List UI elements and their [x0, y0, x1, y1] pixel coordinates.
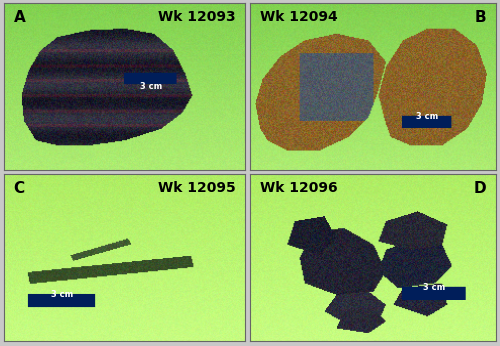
Text: Wk 12093: Wk 12093	[158, 10, 236, 24]
Text: 3 cm: 3 cm	[416, 112, 438, 121]
Text: Wk 12094: Wk 12094	[260, 10, 338, 24]
Text: D: D	[474, 181, 486, 196]
Text: 3 cm: 3 cm	[50, 290, 73, 299]
Text: Wk 12096: Wk 12096	[260, 181, 338, 195]
Text: B: B	[474, 10, 486, 25]
Text: 3 cm: 3 cm	[424, 283, 446, 292]
Text: 3 cm: 3 cm	[140, 82, 162, 91]
Text: A: A	[14, 10, 26, 25]
Text: Wk 12095: Wk 12095	[158, 181, 236, 195]
Text: C: C	[14, 181, 25, 196]
